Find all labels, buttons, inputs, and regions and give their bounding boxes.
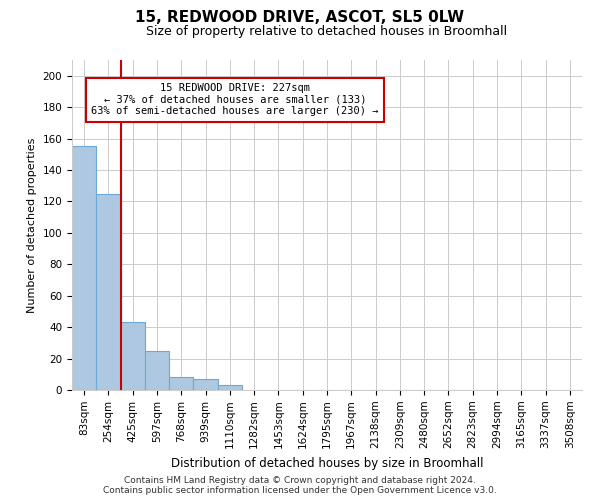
Bar <box>145 350 169 390</box>
Bar <box>72 146 96 390</box>
Text: Contains HM Land Registry data © Crown copyright and database right 2024.
Contai: Contains HM Land Registry data © Crown c… <box>103 476 497 495</box>
Text: 15, REDWOOD DRIVE, ASCOT, SL5 0LW: 15, REDWOOD DRIVE, ASCOT, SL5 0LW <box>136 10 464 25</box>
Bar <box>169 378 193 390</box>
Bar <box>218 386 242 390</box>
Text: 15 REDWOOD DRIVE: 227sqm
← 37% of detached houses are smaller (133)
63% of semi-: 15 REDWOOD DRIVE: 227sqm ← 37% of detach… <box>91 83 379 116</box>
Bar <box>96 194 121 390</box>
Y-axis label: Number of detached properties: Number of detached properties <box>27 138 37 312</box>
Bar <box>121 322 145 390</box>
X-axis label: Distribution of detached houses by size in Broomhall: Distribution of detached houses by size … <box>171 457 483 470</box>
Title: Size of property relative to detached houses in Broomhall: Size of property relative to detached ho… <box>146 25 508 38</box>
Bar <box>193 379 218 390</box>
